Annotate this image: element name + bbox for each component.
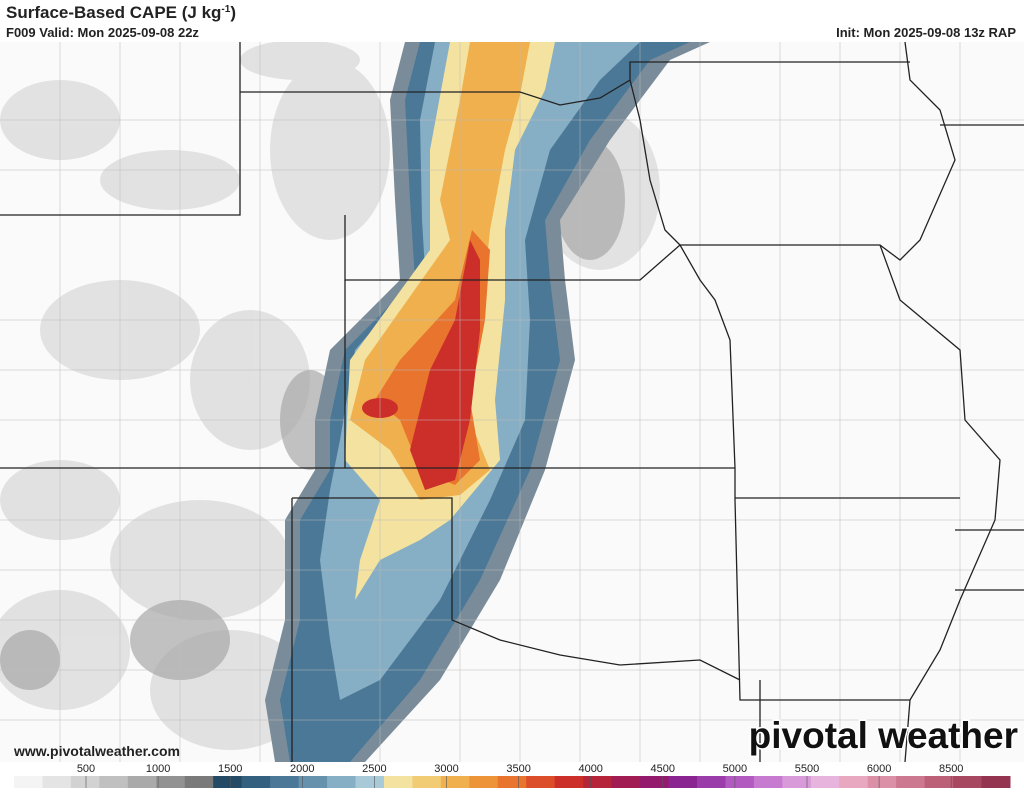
header-bar [0,0,1024,42]
colorbar-label: 3500 [506,763,530,775]
colorbar-swatch [355,776,385,788]
colorbar-label: 1000 [146,763,170,775]
colorbar-swatch [270,776,300,788]
colorbar-swatch [953,776,983,788]
colorbar-swatch [14,776,43,788]
colorbar-swatch [497,776,527,788]
colorbar-swatch [810,776,840,788]
colorbar-swatch [753,776,783,788]
colorbar-label: 2000 [290,763,314,775]
colorbar-swatch [725,776,755,788]
init-time: Init: Mon 2025-09-08 13z RAP [836,25,1016,40]
colorbar-swatch [412,776,442,788]
colorbar-swatch [298,776,328,788]
colorbar-label: 2500 [362,763,386,775]
colorbar-swatch [127,776,157,788]
colorbar-swatch [583,776,613,788]
colorbar-swatch [99,776,129,788]
title-superscript: -1 [221,4,230,15]
colorbar-swatch [611,776,641,788]
colorbar-swatch [440,776,470,788]
colorbar-swatch [640,776,670,788]
colorbar-label: 4000 [578,763,602,775]
title: Surface-Based CAPE (J kg-1) [6,3,236,22]
colorbar-swatch [782,776,812,788]
valid-time: F009 Valid: Mon 2025-09-08 22z [6,25,199,40]
colorbar-label: 5500 [795,763,819,775]
colorbar-swatch [327,776,356,788]
colorbar-swatch [241,776,271,788]
colorbar-label: 3000 [434,763,458,775]
colorbar-label: 4500 [651,763,675,775]
colorbar-swatch [668,776,698,788]
colorbar-swatch [526,776,556,788]
title-main: Surface-Based CAPE (J kg [6,3,221,22]
colorbar-swatch [213,776,243,788]
map [0,40,1024,763]
colorbar-swatch [184,776,214,788]
colorbar-swatch [554,776,584,788]
colorbar-swatch [981,776,1011,788]
colorbar-label: 1500 [218,763,242,775]
title-end: ) [230,3,236,22]
colorbar: 500 1000 1500 2000 2500 3000 3500 4000 4500 5000 5… [14,763,1011,788]
logo: pivotal weather [749,715,1018,756]
colorbar-label: 5000 [723,763,747,775]
colorbar-swatch [839,776,869,788]
colorbar-swatch [42,776,72,788]
colorbar-swatch [696,776,726,788]
colorbar-swatch [924,776,954,788]
colorbar-swatch [867,776,897,788]
colorbar-swatch [383,776,413,788]
colorbar-swatch [70,776,100,788]
colorbar-label: 500 [77,763,95,775]
watermark: www.pivotalweather.com [13,743,180,759]
colorbar-label: 6000 [867,763,891,775]
colorbar-swatch [896,776,926,788]
colorbar-swatch [156,776,186,788]
colorbar-swatch [469,776,499,788]
colorbar-label: 8500 [939,763,963,775]
